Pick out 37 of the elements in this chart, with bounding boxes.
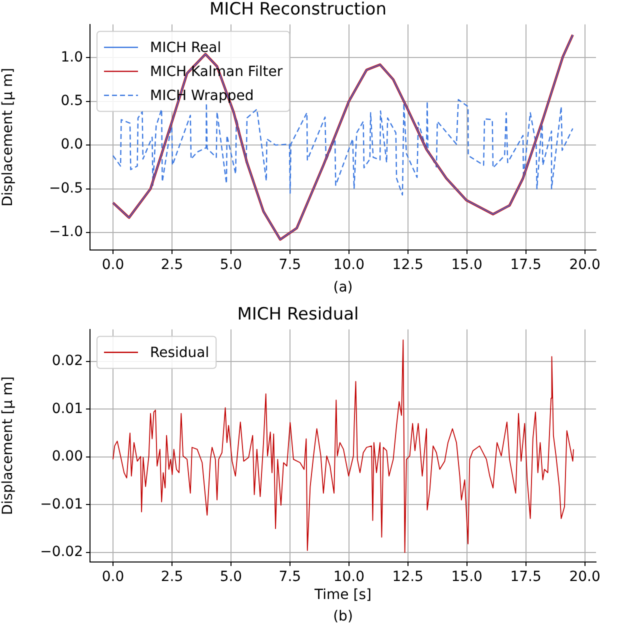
x-tick-label: 17.5: [510, 257, 542, 274]
x-tick-label: 12.5: [392, 569, 424, 586]
legend-label: Residual: [150, 345, 210, 362]
y-tick-label: 0.01: [52, 400, 83, 417]
x-tick-label: 5.0: [220, 257, 242, 274]
y-tick-label: 0.0: [60, 136, 83, 153]
y-tick-label: 0.00: [52, 448, 83, 465]
x-tick-label: 7.5: [278, 569, 302, 586]
x-tick-label: 17.5: [510, 569, 542, 586]
x-tick-label: 0.0: [102, 569, 124, 586]
x-tick-label: 0.0: [102, 257, 124, 274]
chart-title: MICH Residual: [237, 304, 359, 325]
y-tick-label: 0.5: [60, 92, 83, 109]
chart-title: MICH Reconstruction: [210, 0, 386, 20]
x-tick-label: 12.5: [392, 257, 424, 274]
x-axis-title: Time [s]: [314, 587, 372, 604]
x-tick-label: 2.5: [160, 569, 184, 586]
text: (b): [333, 608, 353, 625]
y-tick-label: 1.0: [60, 49, 83, 66]
y-tick-label: −0.01: [40, 496, 83, 512]
x-tick-label: 20.0: [569, 569, 600, 586]
x-tick-label: 2.5: [160, 257, 184, 274]
x-tick-label: 7.5: [278, 257, 302, 274]
y-tick-label: −0.5: [49, 180, 83, 196]
y-tick-label: 0.02: [52, 353, 83, 370]
x-tick-label: 15.0: [451, 257, 482, 274]
text: (a): [333, 280, 353, 296]
y-tick-label: −0.02: [40, 544, 83, 560]
x-tick-label: 10.0: [333, 257, 364, 274]
x-tick-label: 20.0: [569, 257, 600, 274]
x-tick-label: 10.0: [333, 569, 364, 586]
y-tick-label: −1.0: [49, 224, 83, 240]
y-axis-title: Displacement [μ m]: [0, 376, 16, 516]
legend-label: MICH Real: [150, 40, 222, 56]
x-tick-label: 15.0: [451, 569, 482, 586]
x-tick-label: 5.0: [220, 569, 242, 586]
y-axis-title: Displacement [μ m]: [0, 68, 16, 207]
